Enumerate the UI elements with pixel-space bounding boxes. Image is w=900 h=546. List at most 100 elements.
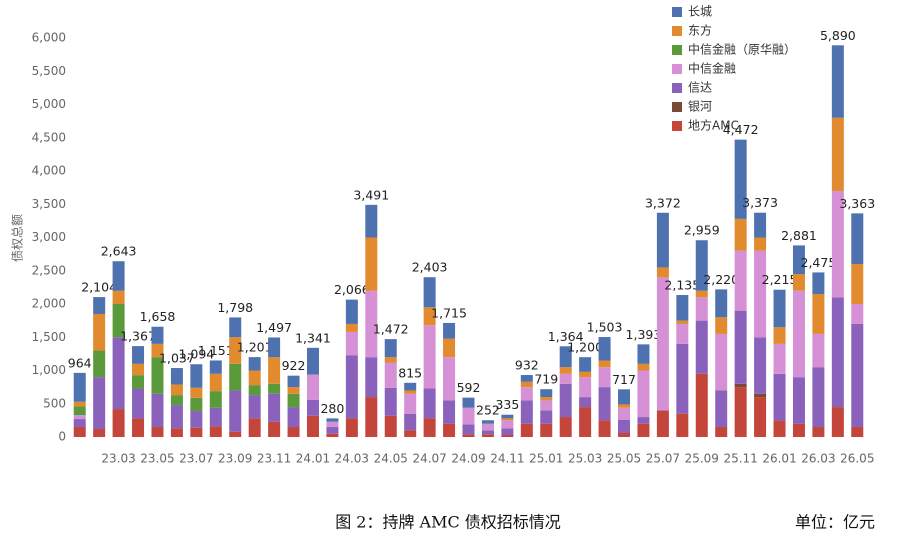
bar-segment <box>384 415 397 437</box>
bar-segment <box>792 377 805 424</box>
bar-segment <box>132 388 145 419</box>
total-label: 1,503 <box>587 320 623 335</box>
bar-segment <box>209 426 222 437</box>
bar-segment <box>812 333 825 368</box>
bar-segment <box>229 337 242 364</box>
bar-segment <box>443 423 456 437</box>
x-tick-label: 23.03 <box>101 452 135 466</box>
total-label: 2,104 <box>81 280 117 295</box>
bar-segment <box>248 385 261 396</box>
bar-segment <box>93 313 106 351</box>
unit-note: 单位：亿元 <box>795 513 875 532</box>
bar-segment <box>93 377 106 430</box>
bar-segment <box>520 375 533 382</box>
x-tick-label: 24.09 <box>451 452 485 466</box>
x-tick-label: 23.07 <box>179 452 213 466</box>
bar-segment <box>520 381 533 388</box>
bar-segment <box>384 362 397 388</box>
bar-segment <box>851 304 864 324</box>
bar-segment <box>637 363 650 371</box>
bar-segment <box>773 420 786 437</box>
bar-segment <box>754 237 767 251</box>
bar-segment <box>132 418 145 437</box>
x-tick-label: 25.05 <box>607 452 641 466</box>
bar-segment <box>773 373 786 421</box>
bar-segment <box>112 337 125 410</box>
x-tick-label: 24.11 <box>490 452 524 466</box>
total-label: 4,472 <box>723 122 759 137</box>
bar-segment <box>501 418 514 421</box>
total-label: 2,403 <box>412 260 448 275</box>
legend-swatch <box>672 83 682 93</box>
y-tick-label: 6,000 <box>32 31 66 45</box>
bar-segment <box>365 290 378 358</box>
total-label: 719 <box>534 372 558 387</box>
legend-label: 中信金融（原华融） <box>688 42 796 57</box>
bar-segment <box>734 310 747 384</box>
bar-segment <box>345 331 358 356</box>
x-tick-label: 24.03 <box>335 452 369 466</box>
x-tick-label: 25.09 <box>685 452 719 466</box>
bar-segment <box>656 277 669 411</box>
total-label: 3,373 <box>742 195 778 210</box>
bar-segment <box>170 384 183 396</box>
total-label: 1,658 <box>140 309 176 324</box>
bar-segment <box>404 413 417 431</box>
bar-segment <box>792 274 805 291</box>
bar-segment <box>559 367 572 374</box>
bar-segment <box>734 139 747 219</box>
bar-segment <box>443 400 456 424</box>
bar-segment <box>132 363 145 376</box>
bar-segment <box>695 240 708 291</box>
bar-segment <box>287 407 300 428</box>
x-tick-label: 25.01 <box>529 452 563 466</box>
y-tick-label: 500 <box>43 396 66 410</box>
legend-swatch <box>672 102 682 112</box>
bar-segment <box>481 423 494 431</box>
bar-segment <box>384 387 397 416</box>
x-tick-label: 23.05 <box>140 452 174 466</box>
bar-segment <box>637 344 650 364</box>
bar-segment <box>345 323 358 332</box>
bar-segment <box>326 418 339 422</box>
bar-segment <box>73 427 86 437</box>
y-tick-label: 0 <box>58 430 66 444</box>
bar-segment <box>559 346 572 368</box>
bar-segment <box>812 367 825 428</box>
bar-segment <box>423 307 436 326</box>
bar-segment <box>423 325 436 389</box>
bar-segment <box>831 407 844 437</box>
bar-segment <box>170 368 183 385</box>
total-label: 3,372 <box>645 195 681 210</box>
total-label: 1,715 <box>431 305 467 320</box>
bar-segment <box>715 427 728 437</box>
bar-segment <box>151 393 164 428</box>
y-tick-label: 2,500 <box>32 263 66 277</box>
total-label: 1,201 <box>237 340 273 355</box>
bar-segment <box>540 423 553 437</box>
bar-segment <box>501 428 514 436</box>
bar-segment <box>618 404 631 408</box>
bar-segment <box>559 417 572 437</box>
bar-segment <box>93 297 106 314</box>
bar-segment <box>773 289 786 328</box>
bar-segment <box>851 427 864 437</box>
bar-segment <box>695 320 708 374</box>
bar-segment <box>229 390 242 432</box>
bar-segment <box>520 423 533 437</box>
bar-segment <box>345 299 358 324</box>
bar-segment <box>93 350 106 378</box>
y-tick-label: 3,500 <box>32 197 66 211</box>
total-label: 815 <box>398 365 422 380</box>
bar-segment <box>404 430 417 437</box>
total-label: 3,491 <box>353 187 389 202</box>
bar-segment <box>73 406 86 416</box>
bar-segment <box>481 420 494 424</box>
bar-segment <box>209 373 222 392</box>
bar-segment <box>715 317 728 334</box>
legend-label: 东方 <box>688 23 712 38</box>
bar-segment <box>190 364 203 388</box>
bar-segment <box>365 397 378 437</box>
bar-segment <box>812 272 825 295</box>
